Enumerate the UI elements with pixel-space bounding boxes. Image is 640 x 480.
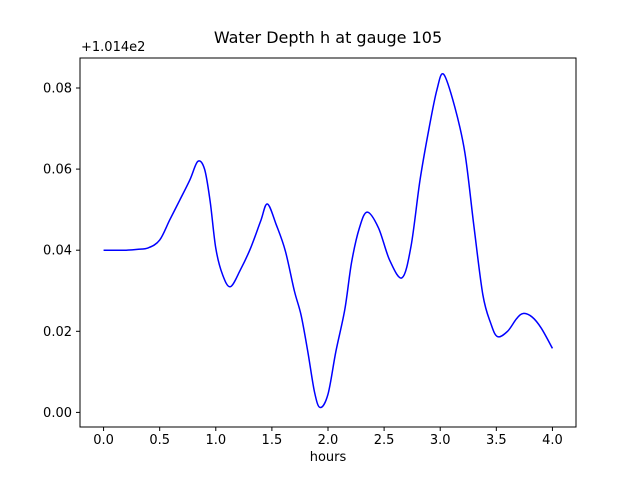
y-tick-label: 0.06: [43, 163, 72, 178]
x-tick-label: 4.0: [542, 433, 563, 448]
y-tick-label: 0.00: [43, 406, 72, 421]
y-tick-label: 0.08: [43, 82, 72, 97]
y-axis-offset-label: +1.014e2: [81, 40, 146, 55]
x-tick-label: 2.0: [318, 433, 339, 448]
y-tick-label: 0.04: [43, 244, 72, 259]
x-tick-label: 0.0: [93, 433, 114, 448]
chart-title: Water Depth h at gauge 105: [213, 28, 443, 47]
x-axis-label: hours: [309, 450, 347, 465]
x-tick-label: 0.5: [149, 433, 170, 448]
data-line-water-depth-h: [103, 72, 554, 409]
x-tick-label: 3.0: [430, 433, 451, 448]
x-tick-label: 1.0: [205, 433, 226, 448]
x-tick-label: 3.5: [486, 433, 507, 448]
x-tick-label: 2.5: [374, 433, 395, 448]
x-tick-label: 1.5: [262, 433, 283, 448]
axes-spines: [79, 57, 577, 428]
y-tick-label: 0.02: [43, 325, 72, 340]
